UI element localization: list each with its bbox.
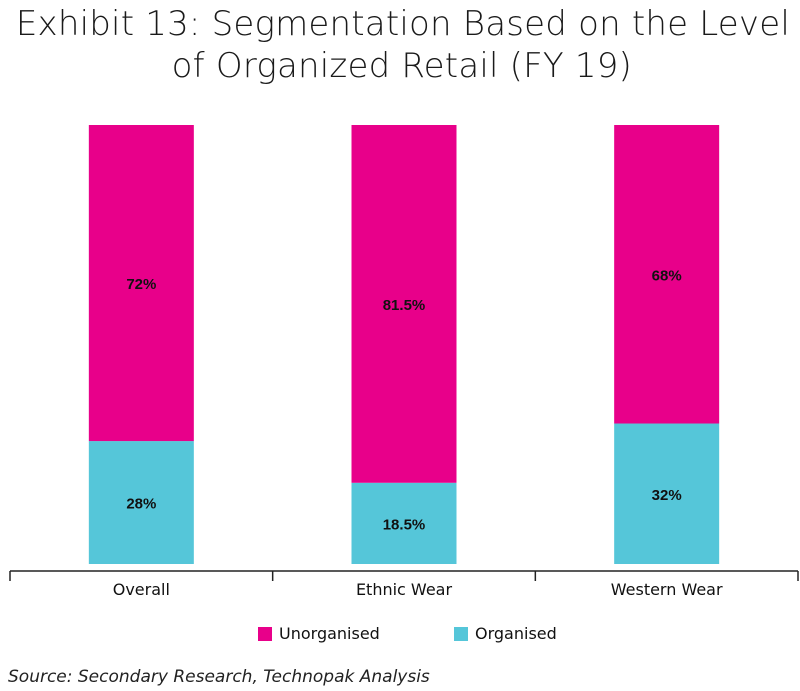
data-label-organised-western-wear: 32% xyxy=(652,487,682,504)
bar-organised-ethnic-wear xyxy=(351,482,457,564)
x-tick-label-overall: Overall xyxy=(113,580,170,599)
x-tick-label-ethnic-wear: Ethnic Wear xyxy=(356,580,453,599)
data-label-organised-ethnic-wear: 18.5% xyxy=(383,516,426,533)
chart-legend: Unorganised Organised xyxy=(0,624,800,648)
chart-title-line-2: of Organized Retail (FY 19) xyxy=(171,46,632,86)
source-note: Source: Secondary Research, Technopak An… xyxy=(8,667,430,687)
data-label-unorganised-overall: 72% xyxy=(126,276,156,293)
bar-organised-western-wear xyxy=(614,423,720,564)
bar-unorganised-western-wear xyxy=(614,125,720,424)
legend-label-organised: Organised xyxy=(475,624,557,643)
stacked-bar-chart: 28% 72% Overall 18.5% 81.5% Ethnic Wear 32% 68%… xyxy=(9,125,799,599)
data-label-organised-overall: 28% xyxy=(126,496,156,513)
legend-swatch-unorganised xyxy=(258,626,272,641)
bar-organised-overall xyxy=(88,441,194,564)
data-label-unorganised-ethnic-wear: 81.5% xyxy=(383,297,426,314)
legend-label-unorganised: Unorganised xyxy=(279,624,380,643)
legend-swatch-organised xyxy=(454,626,468,641)
legend-item-organised: Organised xyxy=(454,624,557,643)
chart-title-line-1: Exhibit 13: Segmentation Based on the Le… xyxy=(15,4,790,44)
data-label-unorganised-western-wear: 68% xyxy=(652,267,682,284)
bar-unorganised-ethnic-wear xyxy=(351,125,457,483)
bar-unorganised-overall xyxy=(88,125,194,442)
x-tick-label-western-wear: Western Wear xyxy=(611,580,723,599)
legend-item-unorganised: Unorganised xyxy=(258,624,380,643)
